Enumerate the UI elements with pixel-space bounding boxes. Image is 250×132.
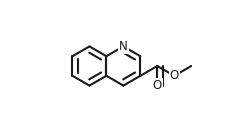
Text: O: O bbox=[170, 69, 179, 82]
Text: O: O bbox=[153, 79, 162, 92]
Text: N: N bbox=[119, 40, 128, 53]
